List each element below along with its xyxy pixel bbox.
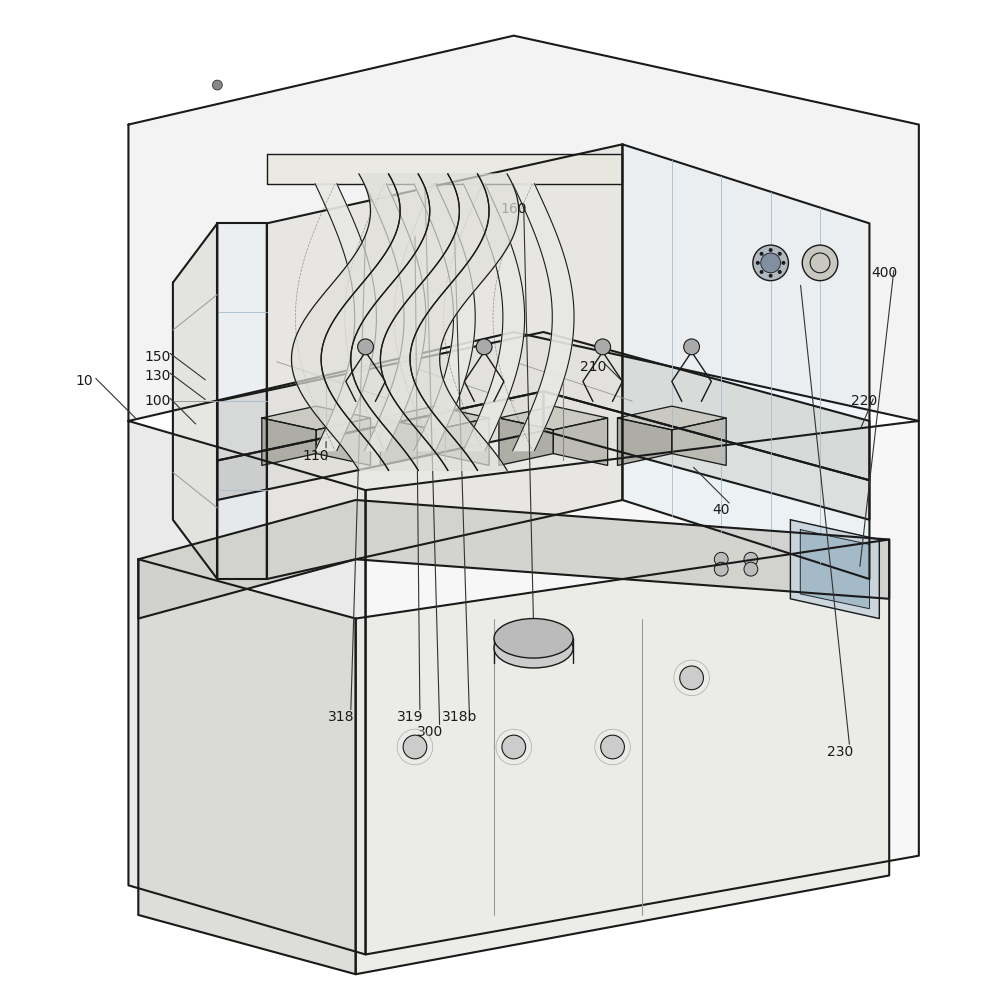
Text: 110: 110 bbox=[303, 449, 329, 463]
Polygon shape bbox=[790, 520, 879, 619]
Circle shape bbox=[778, 270, 782, 274]
Polygon shape bbox=[414, 184, 475, 451]
Text: 318: 318 bbox=[328, 710, 354, 724]
Polygon shape bbox=[217, 332, 869, 480]
Circle shape bbox=[744, 562, 758, 576]
Text: 230: 230 bbox=[827, 745, 853, 759]
Polygon shape bbox=[380, 174, 489, 470]
Circle shape bbox=[769, 248, 773, 252]
Polygon shape bbox=[800, 530, 869, 609]
Polygon shape bbox=[315, 184, 376, 451]
Polygon shape bbox=[435, 418, 489, 465]
Circle shape bbox=[753, 245, 788, 281]
Circle shape bbox=[212, 80, 222, 90]
Polygon shape bbox=[138, 500, 889, 619]
Text: 160: 160 bbox=[501, 202, 527, 216]
Polygon shape bbox=[366, 421, 919, 954]
Circle shape bbox=[744, 552, 758, 566]
Polygon shape bbox=[128, 421, 366, 954]
Polygon shape bbox=[463, 184, 525, 451]
Text: 150: 150 bbox=[145, 350, 171, 364]
Polygon shape bbox=[138, 559, 356, 974]
Circle shape bbox=[714, 562, 728, 576]
Ellipse shape bbox=[494, 628, 573, 668]
Circle shape bbox=[684, 339, 700, 355]
Circle shape bbox=[802, 245, 838, 281]
Text: 400: 400 bbox=[871, 266, 897, 280]
Text: 319: 319 bbox=[397, 710, 423, 724]
Polygon shape bbox=[267, 144, 622, 579]
Circle shape bbox=[358, 339, 373, 355]
Polygon shape bbox=[316, 418, 370, 465]
Circle shape bbox=[680, 666, 703, 690]
Circle shape bbox=[601, 735, 624, 759]
Polygon shape bbox=[553, 418, 608, 465]
Circle shape bbox=[782, 261, 785, 265]
Polygon shape bbox=[262, 406, 370, 430]
Circle shape bbox=[502, 735, 526, 759]
Circle shape bbox=[760, 252, 764, 256]
Polygon shape bbox=[618, 418, 672, 465]
Polygon shape bbox=[380, 418, 435, 465]
Polygon shape bbox=[499, 418, 553, 465]
Text: 318b: 318b bbox=[442, 710, 477, 724]
Circle shape bbox=[756, 261, 760, 265]
Polygon shape bbox=[262, 418, 316, 465]
Polygon shape bbox=[543, 391, 869, 520]
Polygon shape bbox=[217, 391, 543, 500]
Polygon shape bbox=[672, 418, 726, 465]
Circle shape bbox=[476, 339, 492, 355]
Text: 300: 300 bbox=[417, 725, 443, 739]
Ellipse shape bbox=[494, 619, 573, 658]
Text: 10: 10 bbox=[75, 374, 93, 388]
Polygon shape bbox=[128, 36, 919, 421]
Text: 40: 40 bbox=[712, 503, 730, 517]
Polygon shape bbox=[513, 184, 574, 451]
Polygon shape bbox=[380, 406, 489, 430]
Circle shape bbox=[778, 252, 782, 256]
Text: 210: 210 bbox=[580, 360, 606, 374]
Circle shape bbox=[714, 552, 728, 566]
Circle shape bbox=[760, 270, 764, 274]
Circle shape bbox=[769, 274, 773, 278]
Text: 220: 220 bbox=[852, 394, 877, 408]
Polygon shape bbox=[291, 174, 400, 470]
Polygon shape bbox=[356, 540, 889, 974]
Polygon shape bbox=[365, 184, 426, 451]
Text: 130: 130 bbox=[145, 369, 171, 383]
Polygon shape bbox=[622, 144, 869, 579]
Circle shape bbox=[403, 735, 427, 759]
Polygon shape bbox=[173, 223, 217, 579]
Polygon shape bbox=[499, 406, 608, 430]
Polygon shape bbox=[217, 223, 267, 579]
Polygon shape bbox=[267, 154, 622, 184]
Circle shape bbox=[595, 339, 611, 355]
Polygon shape bbox=[321, 174, 430, 470]
Circle shape bbox=[761, 253, 781, 273]
Text: 100: 100 bbox=[145, 394, 171, 408]
Polygon shape bbox=[410, 174, 519, 470]
Polygon shape bbox=[351, 174, 459, 470]
Polygon shape bbox=[618, 406, 726, 430]
